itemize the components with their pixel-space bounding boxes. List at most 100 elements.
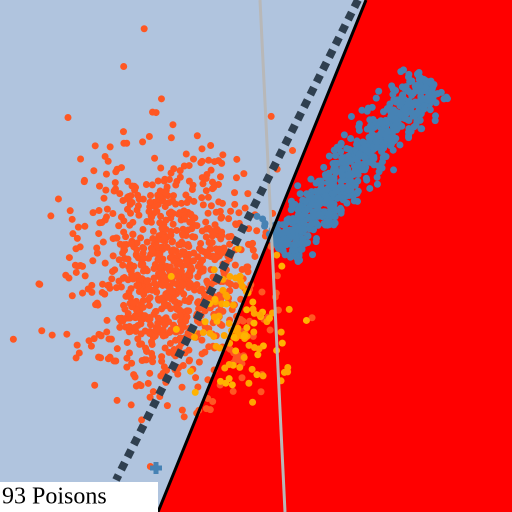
orange-point [109, 267, 117, 275]
orange-point [103, 316, 111, 324]
orange-point [123, 354, 131, 362]
orange-point [113, 234, 121, 242]
dashed-boundary [112, 0, 362, 482]
orange-point [140, 25, 148, 33]
orange-point [190, 197, 198, 205]
orange-point [101, 152, 109, 160]
poison-point [250, 328, 258, 336]
orange-point [204, 209, 212, 217]
orange-point [233, 155, 241, 163]
poison-point [248, 365, 256, 373]
orange-point [69, 230, 77, 238]
orange-point [154, 236, 162, 244]
orange-point [139, 243, 147, 251]
blue-point [315, 187, 323, 195]
orange-point [150, 274, 158, 282]
orange-point [72, 268, 80, 276]
orange-point [115, 277, 123, 285]
blue-point [317, 212, 325, 220]
blue-point [414, 108, 422, 116]
orange-point [95, 230, 103, 238]
blue-point [347, 112, 355, 120]
blue-point [346, 177, 354, 185]
orange-point [240, 170, 248, 178]
blue-point [428, 80, 436, 88]
orange-point [124, 310, 132, 318]
orange-point [179, 281, 187, 289]
blue-point [364, 104, 372, 112]
poison-point [229, 301, 237, 309]
poison-point [249, 298, 257, 306]
poison-point [259, 372, 267, 380]
orange-point [93, 244, 101, 252]
blue-point [413, 70, 421, 78]
blue-point [339, 196, 347, 204]
orange-point [145, 302, 153, 310]
blue-point [320, 163, 328, 171]
poison-point [243, 324, 251, 332]
orange-point [158, 353, 166, 361]
orange-point [68, 292, 76, 300]
blue-point [375, 162, 383, 170]
orange-point [162, 189, 170, 197]
orange-point [137, 234, 145, 242]
orange-point [147, 338, 155, 346]
orange-point [219, 307, 227, 315]
orange-point [227, 232, 235, 240]
orange-point [249, 239, 257, 247]
orange-point [193, 132, 201, 140]
poison-point [278, 262, 286, 270]
orange-point [123, 205, 131, 213]
orange-point [198, 145, 206, 153]
blue-point [288, 232, 296, 240]
orange-point [99, 238, 107, 246]
orange-point [203, 171, 211, 179]
poison-point [220, 332, 228, 340]
blue-point [405, 70, 413, 78]
orange-point [185, 307, 193, 315]
blue-point [345, 145, 353, 153]
orange-point [146, 330, 154, 338]
orange-point [185, 162, 193, 170]
orange-point [131, 186, 139, 194]
orange-point [183, 198, 191, 206]
orange-point [123, 338, 131, 346]
orange-point [154, 314, 162, 322]
blue-point [401, 106, 409, 114]
orange-point [160, 363, 168, 371]
blue-point [308, 200, 316, 208]
poison-point [210, 313, 218, 321]
poison-point [232, 347, 240, 355]
blue-point [426, 106, 434, 114]
orange-point [152, 241, 160, 249]
blue-point [389, 146, 397, 154]
orange-point [135, 381, 143, 389]
blue-point [332, 187, 340, 195]
blue-point [440, 95, 448, 103]
poison-point [226, 272, 234, 280]
poison-point [191, 388, 199, 396]
blue-point [421, 76, 429, 84]
orange-point [91, 381, 99, 389]
orange-point [89, 257, 97, 265]
orange-point [91, 142, 99, 150]
orange-point [93, 249, 101, 257]
orange-point [90, 335, 98, 343]
orange-point [172, 280, 180, 288]
blue-point [429, 96, 437, 104]
blue-point [398, 93, 406, 101]
orange-point [128, 359, 136, 367]
orange-point [72, 245, 80, 253]
orange-point [123, 363, 131, 371]
orange-point [235, 209, 243, 217]
blue-point [375, 87, 383, 95]
orange-point [158, 224, 166, 232]
blue-point [390, 166, 398, 174]
orange-point [155, 270, 163, 278]
orange-point [125, 328, 133, 336]
blue-point [405, 134, 413, 142]
caption: 93 Poisons [2, 484, 107, 510]
orange-point [180, 413, 188, 421]
orange-point [120, 228, 128, 236]
